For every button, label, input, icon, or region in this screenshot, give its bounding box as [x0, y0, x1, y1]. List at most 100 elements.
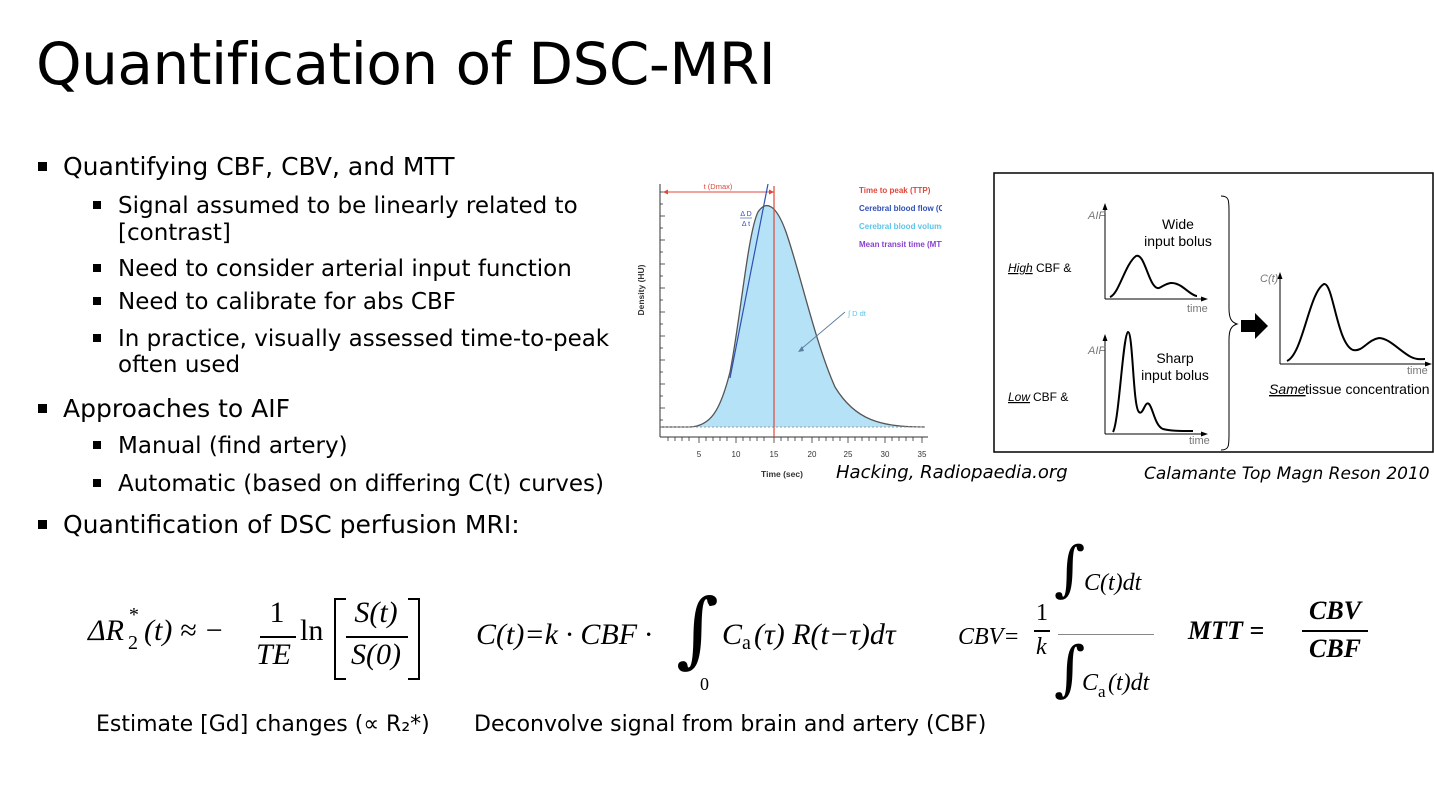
eq1-arg: (t) ≈ − [144, 614, 225, 647]
y-ticks [660, 191, 665, 421]
low-cbf-label: CBF & [1033, 390, 1068, 404]
x-tick-label: 20 [808, 450, 817, 459]
bullet-practice: In practice, visually assessed time-to-p… [118, 326, 610, 352]
bullet-signal-linear-cont: [contrast] [118, 220, 231, 246]
time-label-top: time [1187, 303, 1208, 315]
delta-d-label: Δ D [740, 211, 751, 218]
integral-sign: ∫ [1054, 534, 1086, 604]
low-label: Low [1008, 390, 1031, 404]
equation-convolution: C(t)=k · CBF · ∫ t 0 C a (τ) R(t−τ)dτ [476, 582, 936, 698]
eq4-den: CBF [1308, 634, 1362, 663]
eq1-sub: 2 [128, 632, 138, 654]
eq2-upper: t [708, 590, 714, 610]
eq1-inner-bar [346, 636, 408, 638]
time-label-ct: time [1407, 365, 1428, 377]
eq2-casub: a [742, 632, 751, 654]
brace [1220, 195, 1239, 451]
bullet-marker [93, 264, 101, 272]
bullet-aif-consider: Need to consider arterial input function [118, 256, 572, 282]
eq1-sup: * [128, 604, 138, 626]
bullet-marker [38, 162, 47, 171]
diagram-frame [993, 172, 1434, 453]
eq3-den-sub: a [1098, 682, 1106, 701]
arrowhead [1201, 431, 1208, 437]
bullet-marker [38, 404, 47, 413]
eq3-den-c: C [1082, 670, 1099, 696]
bullet-marker [38, 520, 47, 529]
eq3-k: k [1036, 634, 1047, 660]
eq4-frac-bar [1302, 630, 1368, 632]
tdmax-arrow-left [663, 189, 668, 195]
integral-sign: ∫ [676, 582, 719, 677]
x-tick-label: 5 [697, 450, 702, 459]
eq3-k-bar [1034, 630, 1050, 632]
density-curve [660, 205, 926, 428]
equation-delta-r2: ΔR * 2 (t) ≈ − 1 TE ln S(t) S(0) [88, 596, 428, 686]
bullet-approaches: Approaches to AIF [63, 394, 291, 423]
tissue-curve [1286, 282, 1426, 362]
left-figure-caption: Hacking, Radiopaedia.org [836, 462, 1068, 483]
bullet-marker [93, 297, 101, 305]
eq3-one: 1 [1036, 600, 1048, 626]
bullet-marker [93, 201, 101, 209]
bullet-calibrate: Need to calibrate for abs CBF [118, 289, 456, 315]
eq1-bracket-right [408, 598, 420, 680]
eq3-den-rest: (t)dt [1108, 670, 1150, 696]
bullet-practice-cont: often used [118, 352, 241, 378]
x-tick-label: 30 [881, 450, 890, 459]
aif-diagram: AIF time Wide input bolus High CBF & AIF… [993, 172, 1434, 453]
equation-cbv: CBV= 1 k ∫ C(t)dt ∫ C a (t)dt [958, 534, 1168, 732]
right-figure-caption: Calamante Top Magn Reson 2010 [1144, 464, 1430, 484]
eq1-ln: ln [300, 614, 324, 647]
x-tick-label: 35 [918, 450, 927, 459]
cbf-slope [729, 183, 769, 379]
aif-label-bottom: AIF [1087, 345, 1106, 357]
eq2-rest: (τ) R(t−τ)dτ [754, 618, 896, 651]
x-ticks [667, 437, 923, 443]
legend-cbv: Cerebral blood volume (CBV) [859, 222, 942, 231]
tdmax-arrow-right [769, 189, 774, 195]
eq4-lhs: MTT = [1188, 616, 1271, 645]
eq1-lhs: ΔR [88, 614, 124, 647]
same-label: Same [1269, 381, 1306, 397]
eq1-st: S(t) [354, 596, 398, 629]
bullet-marker [93, 441, 101, 449]
eq1-frac-bar [260, 636, 296, 638]
eq1-one: 1 [269, 596, 285, 629]
sharp-bolus-curve [1112, 330, 1194, 433]
high-label: High [1008, 261, 1033, 275]
bullet-quantification: Quantification of DSC perfusion MRI: [63, 510, 520, 539]
arrowhead [1201, 296, 1208, 302]
eq1-s0: S(0) [351, 638, 401, 671]
ct-label: C(t) [1260, 273, 1279, 285]
legend-ttp: Time to peak (TTP) [859, 186, 931, 195]
bullet-manual: Manual (find artery) [118, 433, 348, 459]
eq3-frac-bar [1058, 634, 1154, 635]
integral-pointer-head [798, 346, 804, 352]
eq2-ca: C [722, 618, 743, 651]
bullet-automatic: Automatic (based on differing C(t) curve… [118, 471, 604, 497]
arrowhead [1277, 272, 1283, 279]
eq1-caption: Estimate [Gd] changes (∝ R₂*) [96, 712, 430, 737]
x-axis-label: Time (sec) [761, 469, 803, 479]
y-axis-label: Density (HU) [636, 264, 646, 315]
integral-label: ∫ D dt [847, 309, 867, 318]
eq2-lhs: C(t)=k · CBF · [476, 618, 660, 651]
wide-bolus-curve [1109, 254, 1198, 298]
eq2-lower: 0 [700, 674, 709, 694]
bullet-quantifying: Quantifying CBF, CBV, and MTT [63, 152, 455, 181]
tdmax-label: t (Dmax) [704, 182, 733, 191]
bullet-marker [93, 334, 101, 342]
high-cbf-label: CBF & [1036, 261, 1071, 275]
eq1-bracket-left [334, 598, 346, 680]
integral-sign: ∫ [1054, 634, 1086, 704]
integral-pointer [799, 311, 846, 351]
time-density-chart: 5 10 15 20 25 30 35 Time (sec) Density (… [636, 182, 942, 479]
arrowhead [1425, 361, 1432, 367]
slide-title: Quantification of DSC-MRI [36, 30, 776, 98]
eq3-lhs: CBV= [958, 624, 1020, 650]
eq1-te: TE [256, 638, 292, 671]
tissue-label: tissue concentration [1305, 381, 1430, 397]
arrowhead [1102, 203, 1108, 210]
x-tick-label: 25 [844, 450, 853, 459]
